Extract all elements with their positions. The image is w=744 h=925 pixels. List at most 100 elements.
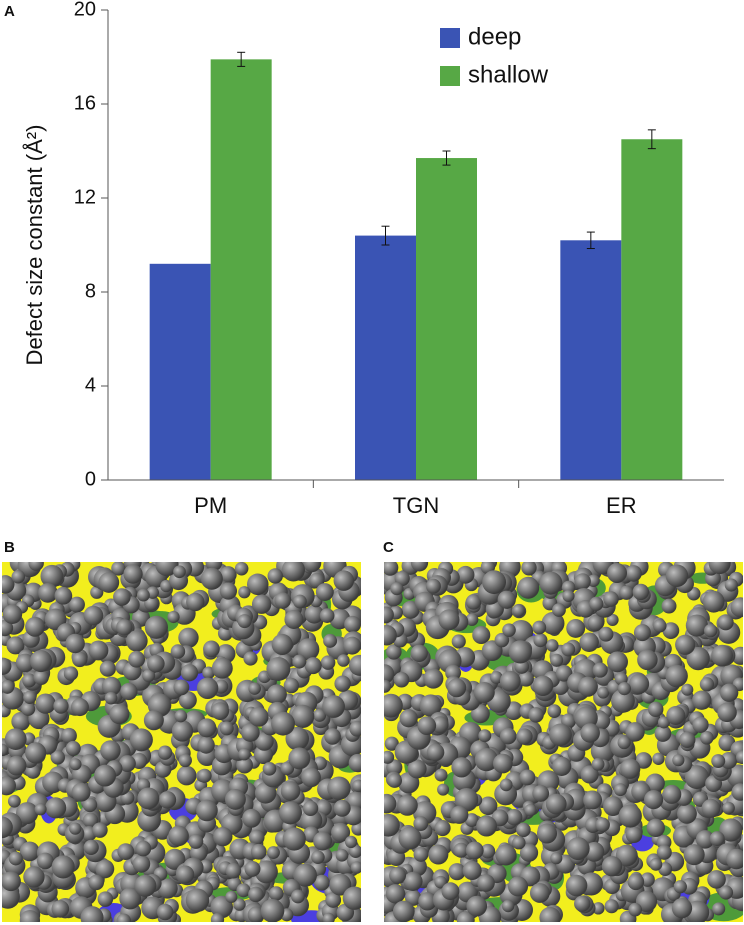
lipid-atom — [438, 609, 460, 631]
error-bar — [586, 231, 595, 250]
lipid-atom — [577, 676, 598, 697]
lipid-atom — [384, 624, 397, 646]
lipid-atom — [707, 870, 726, 889]
lipid-atom — [451, 757, 472, 778]
lipid-atom — [80, 906, 104, 922]
lipid-atom — [717, 614, 734, 631]
lipid-atom — [176, 765, 197, 786]
lipid-atom — [494, 632, 510, 648]
x-tick-label: ER — [606, 493, 637, 518]
lipid-atom — [143, 710, 164, 731]
lipid-atom — [499, 670, 521, 692]
lipid-atom — [396, 795, 418, 816]
lipid-atom — [95, 859, 115, 879]
lipid-atom — [88, 640, 109, 661]
lipid-atom — [589, 596, 604, 612]
panel-label: C — [383, 539, 394, 556]
lipid-atom — [118, 755, 136, 773]
lipid-atom — [649, 857, 663, 871]
lipid-atom — [547, 704, 562, 718]
lipid-atom — [248, 682, 261, 695]
lipid-atom — [331, 822, 351, 842]
lipid-atom — [40, 564, 64, 588]
lipid-atom — [111, 562, 126, 576]
y-axis-label: Defect size constant (Å²) — [22, 125, 47, 366]
lipid-atom — [447, 678, 467, 698]
lipid-atom — [2, 884, 20, 909]
lipid-atom — [724, 578, 738, 592]
lipid-atom — [225, 862, 242, 879]
lipid-atom — [173, 565, 186, 579]
lipid-atom — [644, 790, 664, 810]
lipid-atom — [539, 571, 563, 595]
lipid-atom — [271, 633, 293, 656]
lipid-atom — [50, 750, 65, 765]
lipid-atom — [614, 783, 627, 797]
lipid-atom — [61, 727, 77, 744]
lipid-atom — [69, 758, 82, 771]
lipid-atom — [155, 562, 179, 577]
lipid-atom — [313, 831, 333, 851]
lipid-atom — [2, 816, 13, 839]
lipid-atom — [311, 850, 325, 865]
lipid-atom — [236, 883, 251, 898]
lipid-atom — [285, 726, 310, 751]
lipid-atom — [413, 816, 429, 832]
lipid-atom — [719, 683, 739, 702]
lipid-atom — [344, 615, 361, 633]
lipid-atom — [291, 889, 305, 904]
lipid-atom — [561, 642, 576, 657]
lipid-atom — [692, 716, 709, 733]
lipid-atom — [508, 640, 532, 664]
lipid-atom — [580, 723, 600, 743]
lipid-atom — [673, 880, 687, 894]
lipid-atom — [33, 669, 49, 686]
lipid-atom — [2, 871, 21, 892]
lipid-atom — [63, 666, 79, 681]
molecular-snapshot — [384, 562, 743, 922]
lipid-atom — [211, 702, 230, 721]
lipid-atom — [389, 867, 407, 884]
lipid-atom — [633, 624, 651, 642]
lipid-atom — [315, 583, 334, 601]
lipid-atom — [2, 619, 14, 637]
lipid-atom — [587, 614, 604, 631]
lipid-atom — [545, 793, 567, 815]
lipid-atom — [657, 716, 670, 729]
lipid-atom — [278, 801, 303, 825]
lipid-atom — [94, 764, 117, 787]
legend-label: shallow — [468, 61, 549, 88]
lipid-atom — [686, 646, 710, 671]
lipid-atom — [266, 684, 287, 705]
lipid-atom — [521, 562, 537, 576]
lipid-atom — [100, 740, 121, 761]
lipid-atom — [519, 769, 536, 786]
lipid-atom — [611, 688, 635, 713]
lipid-atom — [390, 582, 404, 596]
y-tick-label: 0 — [85, 468, 96, 490]
lipid-atom — [23, 866, 45, 888]
lipid-atom — [618, 804, 642, 828]
lipid-atom — [170, 644, 186, 659]
lipid-atom — [580, 765, 599, 784]
lipid-atom — [417, 716, 437, 736]
lipid-atom — [465, 613, 479, 626]
lipid-atom — [574, 895, 591, 912]
lipid-atom — [173, 679, 190, 696]
lipid-atom — [662, 622, 680, 639]
lipid-atom — [280, 781, 301, 801]
lipid-atom — [333, 570, 355, 591]
lipid-atom — [324, 728, 341, 745]
lipid-atom — [603, 591, 619, 607]
lipid-atom — [653, 619, 667, 633]
lipid-atom — [255, 732, 274, 751]
lipid-atom — [334, 675, 351, 692]
lipid-atom — [712, 902, 726, 916]
lipid-atom — [147, 654, 165, 673]
lipid-atom — [178, 753, 192, 768]
lipid-atom — [695, 830, 715, 849]
lipid-atom — [441, 882, 460, 901]
lipid-atom — [453, 842, 469, 858]
y-tick-label: 16 — [74, 92, 96, 114]
